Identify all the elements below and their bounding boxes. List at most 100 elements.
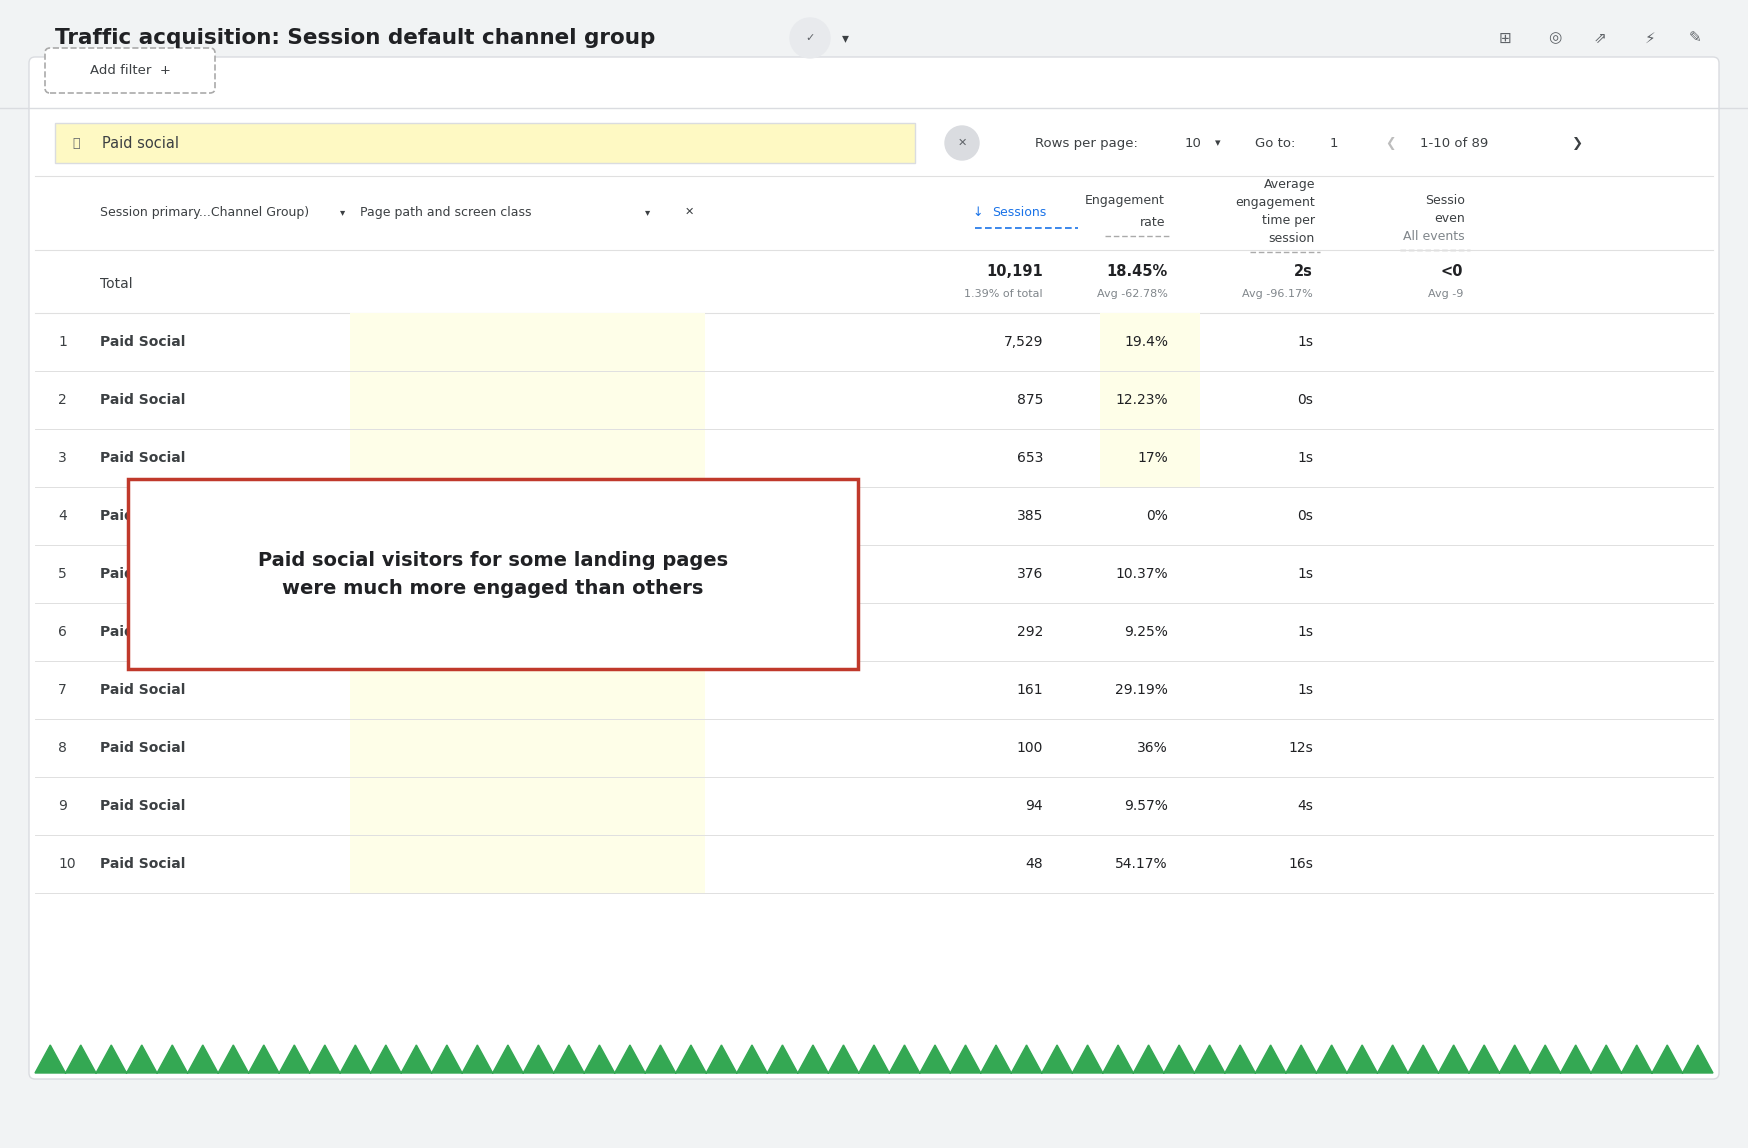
FancyBboxPatch shape [350, 835, 704, 893]
Text: Paid Social: Paid Social [100, 799, 185, 813]
Text: ◎: ◎ [1549, 31, 1561, 46]
Text: 48: 48 [1026, 858, 1044, 871]
Text: even: even [1435, 211, 1465, 225]
FancyBboxPatch shape [350, 777, 704, 835]
Text: Avg -96.17%: Avg -96.17% [1243, 289, 1313, 298]
FancyBboxPatch shape [128, 479, 858, 669]
Text: ▾: ▾ [341, 207, 346, 217]
Text: Total: Total [100, 277, 133, 290]
Text: ✕: ✕ [685, 207, 694, 217]
Text: 1s: 1s [1297, 451, 1313, 465]
Text: 3: 3 [58, 451, 66, 465]
Text: Add filter  +: Add filter + [89, 64, 171, 77]
Text: Engagement: Engagement [1086, 194, 1164, 207]
Text: ⊞: ⊞ [1498, 31, 1512, 46]
Text: 9: 9 [58, 799, 66, 813]
Text: Paid Social: Paid Social [100, 683, 185, 697]
Text: 10,191: 10,191 [986, 264, 1044, 279]
Text: Rows per page:: Rows per page: [1035, 137, 1138, 149]
Text: Avg -9: Avg -9 [1428, 289, 1463, 298]
Text: 0%: 0% [1147, 509, 1168, 523]
Text: Paid Social: Paid Social [100, 451, 185, 465]
Text: 4: 4 [58, 509, 66, 523]
Text: Sessio: Sessio [1425, 194, 1465, 207]
Text: 18.45%: 18.45% [1106, 264, 1168, 279]
FancyBboxPatch shape [350, 429, 704, 487]
Text: 4s: 4s [1297, 799, 1313, 813]
Text: ✓: ✓ [806, 33, 815, 42]
Text: 2: 2 [58, 393, 66, 408]
Text: 19.4%: 19.4% [1124, 335, 1168, 349]
Text: 1s: 1s [1297, 335, 1313, 349]
FancyBboxPatch shape [350, 661, 704, 719]
Text: 16s: 16s [1288, 858, 1313, 871]
Text: 9.57%: 9.57% [1124, 799, 1168, 813]
Text: 1s: 1s [1297, 567, 1313, 581]
Text: 1-10 of 89: 1-10 of 89 [1419, 137, 1488, 149]
Text: 9.25%: 9.25% [1124, 625, 1168, 639]
Text: Go to:: Go to: [1255, 137, 1295, 149]
Text: 8: 8 [58, 740, 66, 755]
Text: 1: 1 [58, 335, 66, 349]
Text: 6: 6 [58, 625, 66, 639]
Text: <0: <0 [1440, 264, 1463, 279]
Polygon shape [35, 1045, 1713, 1073]
Text: 94: 94 [1026, 799, 1044, 813]
Text: 1s: 1s [1297, 625, 1313, 639]
Text: 10.37%: 10.37% [1115, 567, 1168, 581]
Text: Paid Social: Paid Social [100, 393, 185, 408]
Text: 29.19%: 29.19% [1115, 683, 1168, 697]
Text: Average: Average [1264, 178, 1314, 191]
Text: 292: 292 [1017, 625, 1044, 639]
Text: 10: 10 [1185, 137, 1203, 149]
Text: ✕: ✕ [958, 138, 967, 148]
Text: 653: 653 [1017, 451, 1044, 465]
Text: ✎: ✎ [1689, 31, 1701, 46]
Text: time per: time per [1262, 214, 1314, 226]
Text: 1s: 1s [1297, 683, 1313, 697]
Text: ❯: ❯ [1571, 137, 1584, 149]
Text: Paid Social: Paid Social [100, 858, 185, 871]
Circle shape [946, 126, 979, 160]
Text: Paid social: Paid social [101, 135, 178, 150]
Text: 376: 376 [1017, 567, 1044, 581]
Text: Page path and screen class: Page path and screen class [360, 205, 531, 218]
FancyBboxPatch shape [54, 123, 914, 163]
Text: 36%: 36% [1138, 740, 1168, 755]
Text: 7: 7 [58, 683, 66, 697]
Text: Sessions: Sessions [993, 205, 1047, 218]
Text: 🔍: 🔍 [72, 137, 79, 149]
Text: 0s: 0s [1297, 393, 1313, 408]
Text: Session primary...Channel Group): Session primary...Channel Group) [100, 205, 309, 218]
Text: Traffic acquisition: Session default channel group: Traffic acquisition: Session default cha… [54, 28, 655, 48]
Text: 5: 5 [58, 567, 66, 581]
Text: 17%: 17% [1138, 451, 1168, 465]
Text: ↓: ↓ [972, 205, 982, 218]
Text: Paid social visitors for some landing pages
were much more engaged than others: Paid social visitors for some landing pa… [259, 551, 729, 597]
Text: Paid Social: Paid Social [100, 335, 185, 349]
Text: Avg -62.78%: Avg -62.78% [1098, 289, 1168, 298]
FancyBboxPatch shape [45, 48, 215, 93]
Text: engagement: engagement [1236, 195, 1314, 209]
Text: 0s: 0s [1297, 509, 1313, 523]
Text: ▾: ▾ [1215, 138, 1220, 148]
Text: 2s: 2s [1294, 264, 1313, 279]
Text: Paid Social: Paid Social [100, 567, 185, 581]
Text: ▾: ▾ [645, 207, 650, 217]
Text: 100: 100 [1017, 740, 1044, 755]
FancyBboxPatch shape [1099, 313, 1199, 371]
Text: Paid Social: Paid Social [100, 740, 185, 755]
Text: 7,529: 7,529 [1003, 335, 1044, 349]
FancyBboxPatch shape [30, 57, 1718, 1079]
FancyBboxPatch shape [350, 313, 704, 371]
Text: session: session [1269, 232, 1314, 245]
Text: 385: 385 [1017, 509, 1044, 523]
Text: ❮: ❮ [1384, 137, 1395, 149]
FancyBboxPatch shape [350, 371, 704, 429]
Text: 54.17%: 54.17% [1115, 858, 1168, 871]
Text: ⇗: ⇗ [1594, 31, 1606, 46]
Text: 12s: 12s [1288, 740, 1313, 755]
Text: ⚡: ⚡ [1645, 31, 1655, 46]
Text: All events: All events [1404, 230, 1465, 242]
FancyBboxPatch shape [350, 719, 704, 777]
